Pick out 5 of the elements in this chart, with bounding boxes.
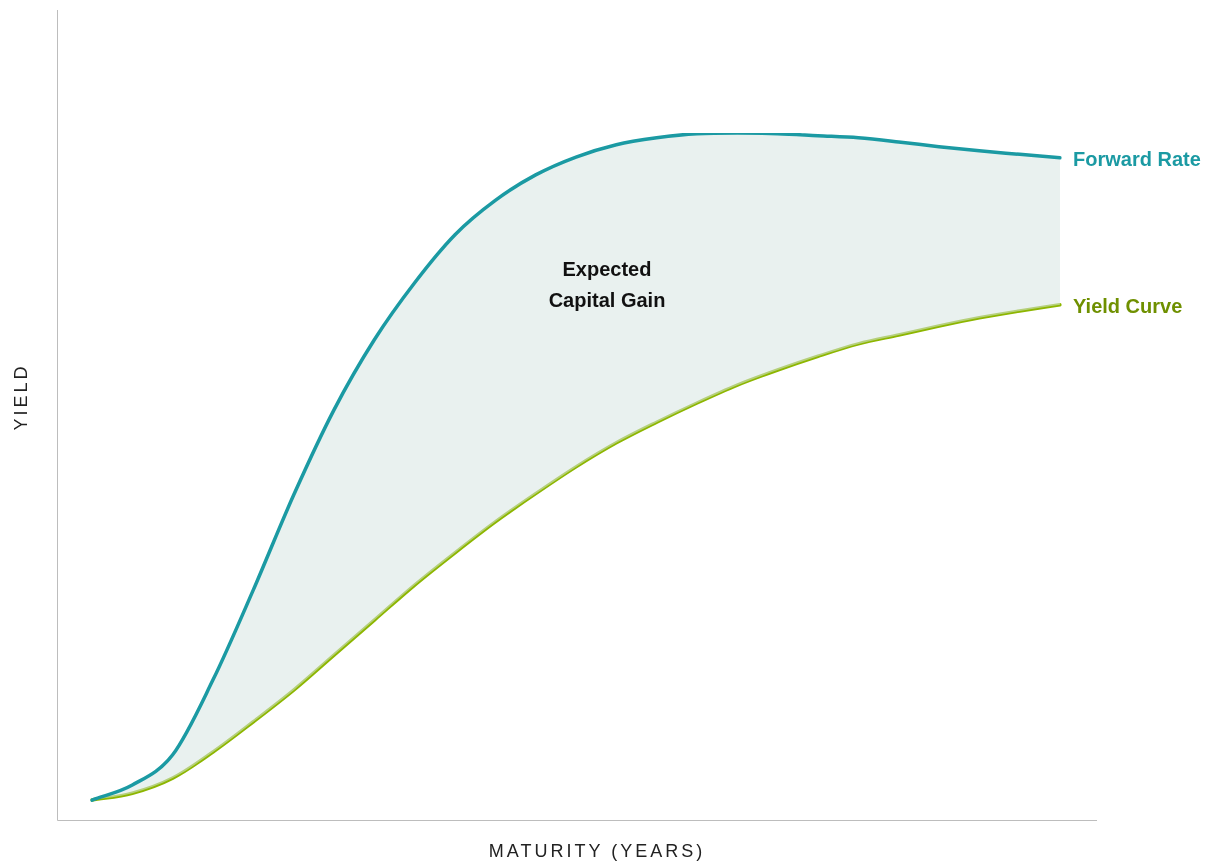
y-axis-title: YIELD [10,363,31,431]
x-axis-title: MATURITY (YEARS) [488,840,706,861]
series-label: Yield Curve [1073,295,1183,318]
series-label: Forward Rate [1073,148,1201,171]
annotation: Expected Capital Gain [548,257,666,311]
